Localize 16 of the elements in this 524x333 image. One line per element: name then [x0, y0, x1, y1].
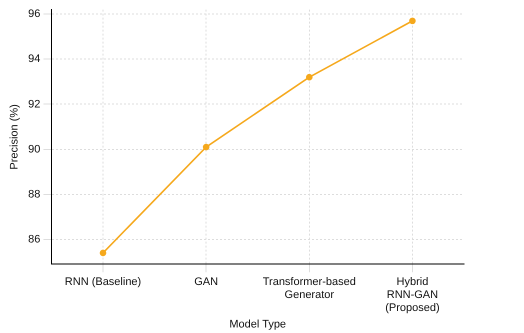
y-tick-label: 90	[28, 143, 40, 156]
y-axis-title: Precision (%)	[8, 104, 21, 170]
point	[202, 144, 210, 150]
x-tick-label: Transformer-based Generator	[262, 276, 356, 302]
x-axis-title: Model Type	[229, 318, 286, 330]
y-tick-label: 96	[28, 8, 40, 20]
x-tick-label: RNN (Baseline)	[64, 276, 142, 288]
point	[100, 250, 106, 256]
y-tick-label: 92	[28, 98, 40, 110]
x-tick-label: Hybrid RNN-GAN (Proposed)	[385, 276, 440, 314]
x-tick-label: GAN	[194, 276, 218, 288]
y-tick-label: 86	[28, 233, 40, 246]
point	[306, 74, 313, 80]
point	[409, 18, 416, 24]
y-tick-label: 94	[28, 53, 40, 66]
y-tick-label: 88	[28, 188, 40, 200]
